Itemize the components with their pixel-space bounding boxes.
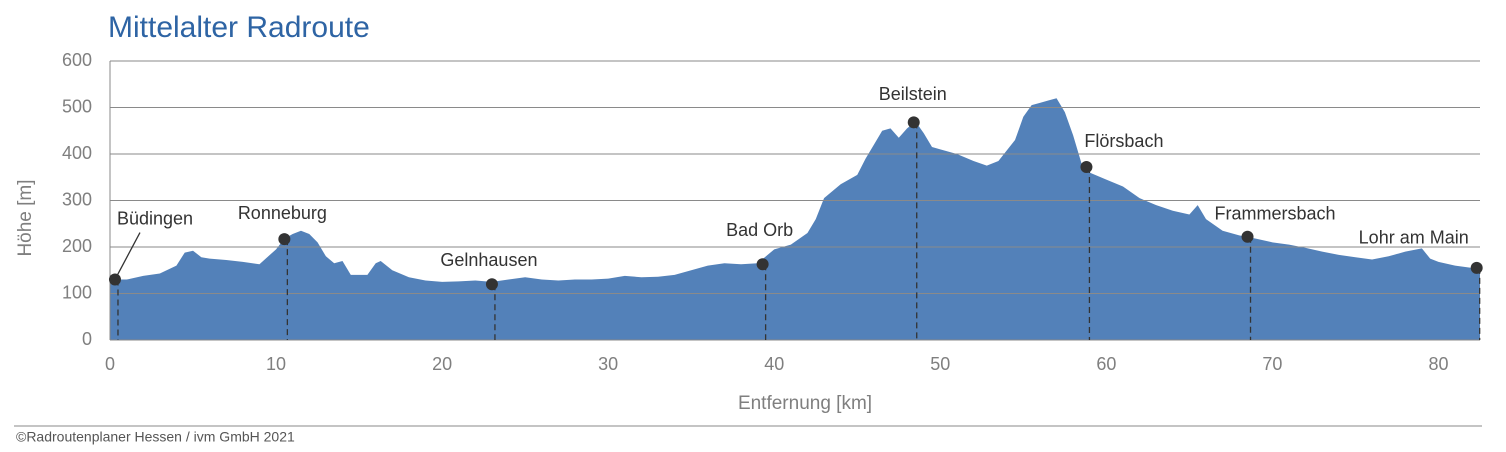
x-tick-label: 60 <box>1096 354 1116 374</box>
y-axis-label: Höhe [m] <box>15 179 36 256</box>
elevation-area <box>110 98 1480 340</box>
waypoint <box>1080 161 1093 174</box>
waypoint <box>485 278 498 291</box>
waypoint <box>278 233 291 246</box>
waypoint-label: Frammersbach <box>1215 204 1336 224</box>
waypoint <box>1241 230 1254 243</box>
y-tick-label: 400 <box>62 143 92 163</box>
x-tick-label: 40 <box>764 354 784 374</box>
x-axis-label: Entfernung [km] <box>738 393 872 414</box>
waypoint-label: Beilstein <box>879 84 947 104</box>
waypoint-label: Flörsbach <box>1084 131 1163 151</box>
y-tick-label: 200 <box>62 236 92 256</box>
footer: ©Radroutenplaner Hessen / ivm GmbH 2021 <box>16 429 295 445</box>
waypoint <box>756 258 769 271</box>
chart-title: Mittelalter Radroute <box>108 11 370 44</box>
x-tick-label: 10 <box>266 354 286 374</box>
y-tick-label: 600 <box>62 50 92 70</box>
y-tick-label: 0 <box>82 329 92 349</box>
x-tick-label: 30 <box>598 354 618 374</box>
waypoint-label: Bad Orb <box>726 220 793 240</box>
waypoint <box>1470 261 1483 274</box>
x-tick-label: 20 <box>432 354 452 374</box>
waypoint-label: Büdingen <box>117 208 193 228</box>
y-tick-label: 500 <box>62 96 92 116</box>
x-tick-label: 70 <box>1262 354 1282 374</box>
y-tick-label: 300 <box>62 189 92 209</box>
waypoint <box>907 116 920 129</box>
x-tick-label: 50 <box>930 354 950 374</box>
x-tick-label: 0 <box>105 354 115 374</box>
y-tick-label: 100 <box>62 282 92 302</box>
waypoint-label: Lohr am Main <box>1359 228 1469 248</box>
waypoint-label: Gelnhausen <box>440 250 537 270</box>
waypoint-label: Ronneburg <box>238 203 327 223</box>
leader-line <box>114 232 141 280</box>
x-tick-label: 80 <box>1428 354 1448 374</box>
